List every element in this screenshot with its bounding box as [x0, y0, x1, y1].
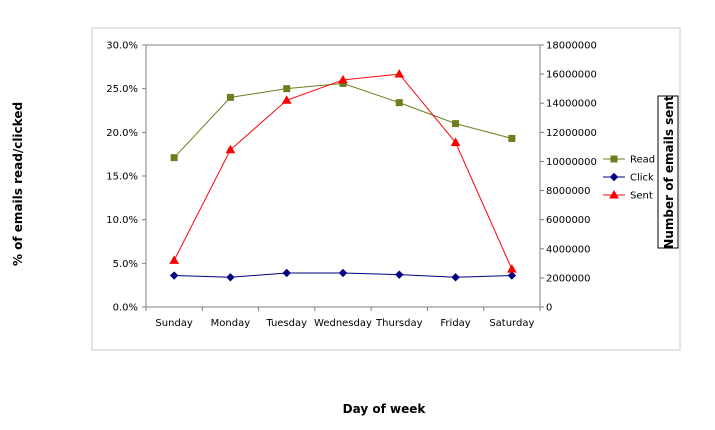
data-point-sent: [281, 95, 292, 104]
data-point-sent: [169, 255, 180, 264]
data-point-sent: [338, 74, 348, 84]
data-point-click: [451, 273, 460, 282]
y2-tick-label: 8000000: [546, 186, 591, 197]
legend: Read Click Sent: [600, 150, 660, 204]
data-point-sent: [450, 137, 461, 147]
data-point-click: [282, 268, 291, 278]
y2-tick-label: 14000000: [546, 99, 597, 110]
data-point-read: [170, 154, 178, 162]
series-layer: [169, 69, 517, 282]
y2-tick-label: 4000000: [546, 244, 591, 255]
y2-tick-label: 12000000: [546, 128, 597, 139]
legend-marker-sent: [609, 189, 619, 199]
y-tick-label: 15.0%: [106, 172, 138, 183]
data-point-read: [283, 85, 291, 93]
x-tick-label: Wednesday: [314, 318, 372, 329]
y2-tick-label: 0: [546, 303, 552, 314]
plot-area-border: [145, 44, 541, 308]
y-tick-label: 30.0%: [106, 41, 138, 52]
y2-tick-label: 6000000: [546, 215, 591, 226]
data-point-click: [338, 268, 348, 278]
data-point-read: [452, 120, 460, 128]
y2-tick-label: 10000000: [546, 157, 597, 168]
y2-axis-ticks: 0 2000000 4000000 6000000 8000000 10000000 120…: [540, 41, 597, 314]
y2-tick-label: 2000000: [546, 273, 591, 284]
y-axis-title: % of emails read/clicked: [11, 102, 25, 266]
x-tick-label: Monday: [211, 318, 251, 329]
legend-label-read: Read: [630, 155, 655, 166]
legend-label-click: Click: [630, 173, 654, 184]
x-axis-ticks: Sunday Monday Tuesday Wednesday Thursday Frid…: [145, 307, 541, 329]
x-tick-label: Sunday: [155, 318, 192, 329]
y-tick-label: 10.0%: [106, 215, 138, 226]
y-tick-label: 20.0%: [106, 128, 138, 139]
legend-marker-click: [609, 172, 619, 182]
data-point-click: [226, 273, 235, 282]
data-point-read: [508, 134, 516, 142]
data-point-read: [395, 99, 403, 107]
x-tick-label: Saturday: [489, 318, 534, 329]
y2-tick-label: 16000000: [546, 70, 597, 81]
x-tick-label: Friday: [440, 318, 470, 329]
legend-marker-read: [610, 155, 618, 163]
data-point-sent: [225, 144, 236, 154]
data-point-sent: [394, 69, 405, 78]
y-axis-ticks: 0.0% 5.0% 10.0% 15.0% 20.0% 25.0% 30.0%: [106, 41, 146, 314]
data-point-sent: [506, 264, 517, 273]
legend-label-sent: Sent: [630, 191, 653, 202]
y-tick-label: 25.0%: [106, 84, 138, 95]
data-point-click: [169, 271, 179, 280]
x-axis-title: Day of week: [343, 402, 427, 416]
data-point-read: [226, 93, 234, 101]
y-tick-label: 5.0%: [113, 259, 138, 270]
y2-axis-title: Number of emails sent: [662, 95, 676, 249]
data-point-click: [395, 270, 404, 279]
y-tick-label: 0.0%: [113, 303, 138, 314]
x-tick-label: Thursday: [375, 318, 423, 329]
y2-tick-label: 18000000: [546, 41, 597, 52]
x-tick-label: Tuesday: [265, 318, 307, 329]
y2-axis-title-box: [657, 95, 679, 249]
chart-frame: [91, 27, 681, 351]
data-point-click: [507, 271, 517, 280]
